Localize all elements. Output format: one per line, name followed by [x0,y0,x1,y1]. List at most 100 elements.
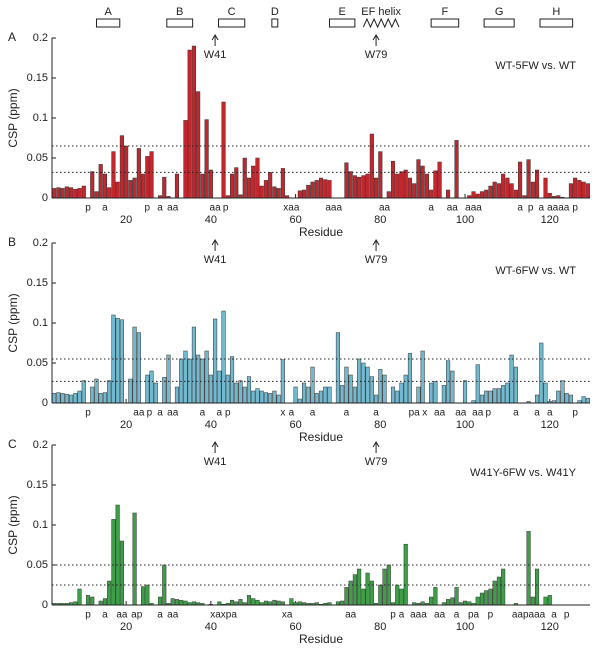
helix-zigzag [362,17,400,29]
bar [492,388,497,404]
residue-note: a [200,408,206,419]
bar [543,382,548,404]
panel-title: WT-5FW vs. WT [495,60,576,72]
bar [369,376,374,404]
bar [479,592,485,606]
bar [501,385,506,404]
bar [259,390,264,404]
residue-note: p [85,408,91,419]
bar [352,386,357,404]
bar [225,374,230,404]
residue-note: p [147,408,153,419]
bar [513,366,518,404]
bar [162,176,167,199]
bar [365,366,370,404]
x-axis-label: Residue [299,430,343,444]
marker-label: W41 [204,456,227,468]
bar [255,388,260,404]
structure-label: H [552,6,560,18]
bar [119,319,124,404]
bar [556,390,561,404]
structure-label: C [228,6,236,18]
y-tick-label: 0.1 [33,112,48,124]
bar [90,596,95,606]
bar [246,177,252,199]
bar [145,584,150,606]
bar [327,386,332,404]
bar [314,393,319,404]
x-tick-label: 100 [456,214,474,226]
y-tick-label: 0.1 [33,519,48,531]
bar [136,332,141,404]
bar [310,181,315,199]
x-tick-label: 20 [120,419,132,431]
bar [344,162,349,199]
residue-note: p [225,408,231,419]
bar [229,356,235,404]
residue-note: a [157,203,163,214]
bar [534,568,540,606]
bar [361,175,366,199]
bar [429,189,434,199]
y-axis-label: CSP (ppm) [6,293,20,352]
panel-title: W41Y-6FW vs. W41Y [470,467,577,479]
residue-note: aa [210,203,222,214]
bar [390,386,396,404]
bar [263,600,268,606]
bar [390,160,396,199]
bar [132,177,137,199]
x-tick-label: 100 [456,419,474,431]
bar [64,393,69,404]
bar [128,180,133,199]
y-tick-label: 0.05 [27,152,48,164]
x-tick-label: 80 [374,419,386,431]
bar [90,386,95,404]
bar [386,191,391,199]
bar [407,177,413,199]
marker-arrowhead [211,239,219,246]
residue-note: a [157,408,163,419]
bar [352,574,357,606]
bar [268,393,273,404]
x-tick-label: 40 [205,621,217,633]
bar [272,599,277,606]
bar [77,188,82,199]
structure-box [430,18,460,28]
residue-note: aa [434,408,446,419]
structure-box [166,18,194,28]
residue-note: a [539,203,545,214]
structure-box [95,18,121,28]
residue-note: a [344,408,350,419]
y-tick-label: 0.2 [33,237,48,249]
bar [454,140,459,199]
bar [534,169,540,199]
bar [475,596,480,606]
y-tick-label: 0.2 [33,32,48,44]
bar [399,382,404,404]
bar [518,161,523,199]
residue-note: a [551,610,557,621]
structure-label: G [495,6,504,18]
bar [501,173,506,199]
bar [246,376,252,404]
bar [115,317,120,404]
x-tick-label: 60 [289,419,301,431]
bar [302,189,307,199]
residue-note: p [488,610,494,621]
bar [174,386,180,404]
bar [196,354,201,404]
bar [509,354,514,404]
residue-note: aa [167,408,179,419]
bar [115,181,120,199]
bar [102,598,108,606]
bar [60,188,65,199]
x-tick-label: 20 [120,621,132,633]
x-tick-label: 60 [289,621,301,633]
residue-note: a [399,610,405,621]
y-tick-label: 0.15 [27,479,48,491]
y-tick-label: 0.2 [33,439,48,451]
bar [424,173,429,199]
residue-note: a [102,203,108,214]
bar [251,598,256,606]
